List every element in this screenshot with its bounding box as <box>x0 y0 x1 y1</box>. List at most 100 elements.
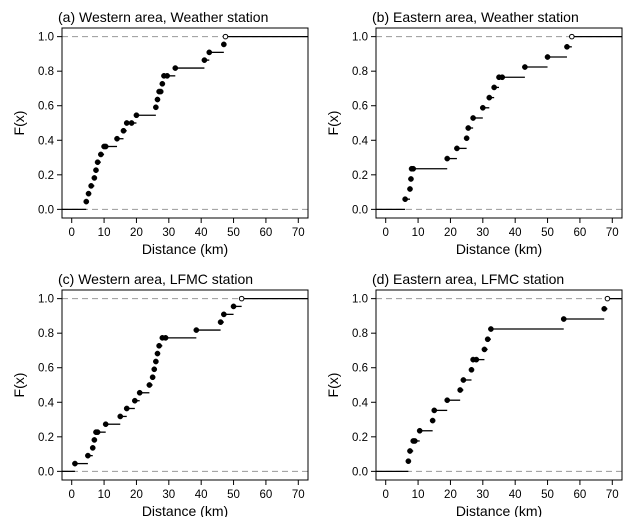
ecdf-point <box>117 413 124 420</box>
ecdf-point <box>491 84 497 91</box>
ecdf-point <box>88 183 94 189</box>
ecdf-point <box>131 397 138 404</box>
ecdf-point <box>94 159 101 166</box>
y-axis-label: F(x) <box>11 111 27 136</box>
ecdf-point <box>479 104 486 111</box>
ecdf-panel: (c) Western area, LFMC station 0 10 20 30 40 5… <box>11 271 309 517</box>
ecdf-point <box>431 407 438 414</box>
x-tick-label: 10 <box>98 227 111 239</box>
ecdf-point <box>85 190 92 197</box>
y-tick-label: 0.6 <box>352 363 368 375</box>
ecdf-point <box>136 389 143 396</box>
ecdf-point <box>460 377 467 383</box>
ecdf-point <box>149 374 156 381</box>
ecdf-point <box>601 305 608 312</box>
ecdf-point <box>468 366 475 373</box>
plot-frame <box>61 27 309 219</box>
ecdf-point <box>114 135 120 142</box>
panel-title: (d) Eastern area, LFMC station <box>372 271 564 287</box>
y-tick-label: 1.0 <box>38 294 54 306</box>
x-tick-label: 30 <box>476 489 489 501</box>
ecdf-point <box>481 346 488 353</box>
plot-frame <box>61 289 309 481</box>
ecdf-point <box>544 54 551 60</box>
x-tick-label: 70 <box>606 489 619 501</box>
x-tick-label: 60 <box>260 227 273 239</box>
x-tick-label: 50 <box>541 489 554 501</box>
ecdf-point <box>157 88 164 95</box>
x-tick-label: 70 <box>606 227 619 239</box>
ecdf-point <box>499 74 506 81</box>
ecdf-point <box>153 104 159 111</box>
y-tick-label: 0.4 <box>38 135 55 147</box>
panel-title: (b) Eastern area, Weather station <box>372 9 579 25</box>
x-tick-label: 60 <box>260 489 273 501</box>
ecdf-point <box>484 336 491 343</box>
ecdf-point <box>172 65 179 71</box>
x-tick-label: 70 <box>292 227 305 239</box>
ecdf-point <box>238 295 245 302</box>
ecdf-point <box>454 145 460 152</box>
ecdf-point <box>560 316 567 322</box>
ecdf-point <box>604 295 611 302</box>
ecdf-point <box>220 311 227 318</box>
y-tick-label: 1.0 <box>38 32 54 44</box>
x-tick-label: 50 <box>541 227 554 239</box>
ecdf-point <box>444 155 451 162</box>
ecdf-point <box>164 72 171 79</box>
x-axis-label: Distance (km) <box>456 503 542 517</box>
ecdf-point <box>488 326 494 332</box>
ecdf-point <box>93 167 99 174</box>
ecdf-point <box>486 94 493 101</box>
ecdf-point <box>128 120 135 126</box>
ecdf-point <box>230 303 237 310</box>
y-tick-label: 1.0 <box>352 294 368 306</box>
ecdf-point <box>83 198 90 205</box>
y-axis-label: F(x) <box>11 373 27 398</box>
ecdf-point <box>463 135 470 142</box>
y-tick-label: 0.0 <box>38 204 54 216</box>
ecdf-point <box>444 397 451 404</box>
x-tick-label: 0 <box>383 227 389 239</box>
ecdf-point <box>159 80 166 87</box>
y-axis-label: F(x) <box>325 373 341 398</box>
x-tick-label: 30 <box>162 489 175 501</box>
plot-frame <box>375 289 623 481</box>
ecdf-point <box>407 186 413 192</box>
ecdf-point <box>91 437 98 443</box>
x-tick-label: 10 <box>98 489 111 501</box>
x-tick-label: 70 <box>292 489 305 501</box>
y-tick-label: 1.0 <box>352 32 368 44</box>
x-tick-label: 40 <box>509 227 522 239</box>
ecdf-point <box>564 43 570 50</box>
ecdf-point <box>97 151 104 158</box>
x-tick-label: 30 <box>162 227 175 239</box>
ecdf-point <box>407 448 413 454</box>
x-tick-label: 60 <box>574 489 587 501</box>
ecdf-point <box>206 49 213 56</box>
x-tick-label: 30 <box>476 227 489 239</box>
x-tick-label: 0 <box>383 489 389 501</box>
ecdf-panel: (d) Eastern area, LFMC station 0 10 20 30 40 5… <box>325 271 623 517</box>
ecdf-point <box>72 460 78 467</box>
x-tick-label: 0 <box>69 489 75 501</box>
ecdf-panel: (a) Western area, Weather station 0 10 20 30… <box>11 9 309 257</box>
ecdf-point <box>151 366 158 373</box>
ecdf-point <box>222 33 229 40</box>
x-tick-label: 10 <box>412 227 425 239</box>
ecdf-point <box>405 458 412 465</box>
ecdf-point <box>123 405 130 412</box>
x-tick-label: 50 <box>227 489 240 501</box>
x-tick-label: 40 <box>509 489 522 501</box>
ecdf-point <box>102 143 109 150</box>
x-tick-label: 20 <box>444 489 457 501</box>
ecdf-point <box>153 358 159 365</box>
y-tick-label: 0.2 <box>38 432 54 444</box>
ecdf-point <box>473 356 480 363</box>
ecdf-point <box>162 334 169 341</box>
ecdf-point <box>133 112 140 119</box>
y-tick-label: 0.2 <box>38 170 54 182</box>
ecdf-point <box>89 445 96 451</box>
ecdf-point <box>156 342 162 349</box>
panel-title: (c) Western area, LFMC station <box>58 271 253 287</box>
